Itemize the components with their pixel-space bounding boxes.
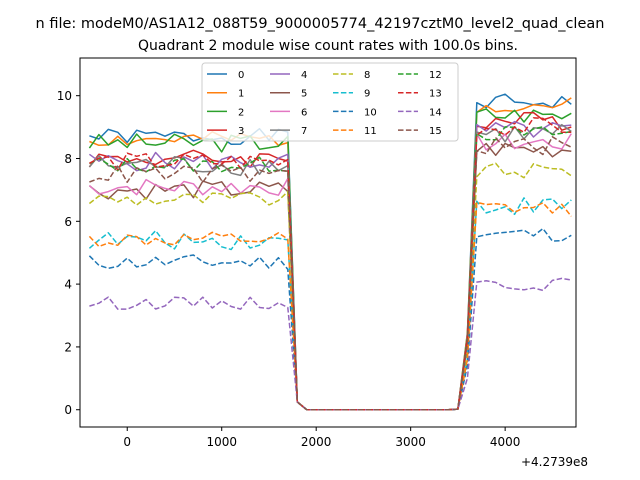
axis-ticks: 0 1000 2000 3000 4000 0 2 4 6 8 10 <box>57 89 521 449</box>
legend-box <box>201 62 459 142</box>
legend-label-0: 0 <box>238 70 244 81</box>
y-tick-label: 10 <box>57 89 72 103</box>
legend-label-1: 1 <box>238 89 244 100</box>
chart-title: Quadrant 2 module wise count rates with … <box>138 38 518 54</box>
legend-label-15: 15 <box>429 126 442 137</box>
legend-label-12: 12 <box>429 70 442 81</box>
x-tick-label: 3000 <box>395 435 426 449</box>
y-tick-label: 4 <box>64 278 72 292</box>
series-line-10 <box>88 227 572 411</box>
plot-area <box>88 93 572 411</box>
y-tick-label: 2 <box>64 340 72 354</box>
legend-label-8: 8 <box>364 70 370 81</box>
series-line-15 <box>89 136 572 411</box>
x-tick-label: 1000 <box>206 435 237 449</box>
y-tick-label: 6 <box>64 215 72 229</box>
legend-label-4: 4 <box>301 70 307 81</box>
legend-label-2: 2 <box>238 107 244 118</box>
series-line-13 <box>89 117 572 411</box>
x-tick-label: 0 <box>123 435 131 449</box>
legend-label-10: 10 <box>364 107 377 118</box>
axes-frame <box>79 57 577 428</box>
legend-label-6: 6 <box>301 107 307 118</box>
x-tick-label: 2000 <box>301 435 332 449</box>
legend-label-11: 11 <box>364 126 377 137</box>
legend-label-13: 13 <box>429 89 442 100</box>
x-tick-label: 4000 <box>490 435 521 449</box>
legend-label-5: 5 <box>301 89 307 100</box>
legend-label-7: 7 <box>301 126 307 137</box>
y-tick-label: 0 <box>64 403 72 417</box>
legend-label-9: 9 <box>364 89 370 100</box>
x-offset-label: +4.2739e8 <box>521 455 588 469</box>
chart-suptitle: n file: modeM0/AS1A12_088T59_9000005774_… <box>36 16 605 32</box>
y-tick-label: 8 <box>64 152 72 166</box>
legend-label-14: 14 <box>429 107 442 118</box>
legend-label-3: 3 <box>238 126 244 137</box>
